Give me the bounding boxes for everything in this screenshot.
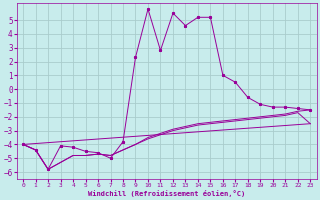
X-axis label: Windchill (Refroidissement éolien,°C): Windchill (Refroidissement éolien,°C) [88,190,245,197]
